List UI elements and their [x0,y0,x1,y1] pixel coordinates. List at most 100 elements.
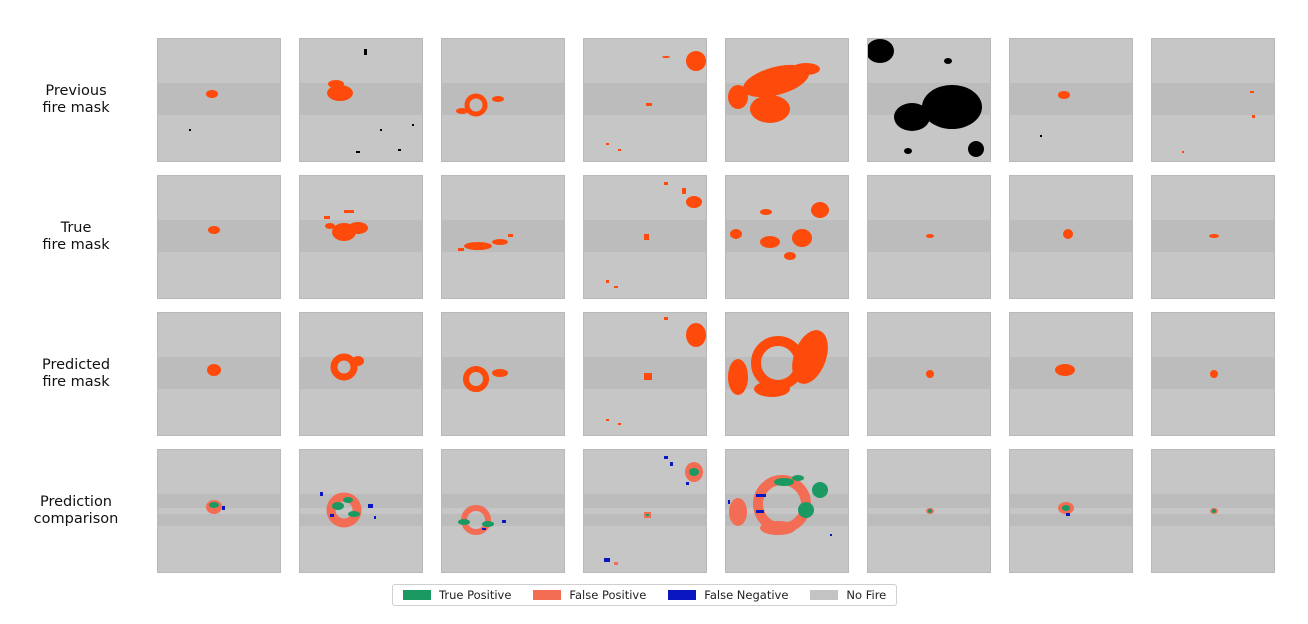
panel-predicted-3 [441,312,565,436]
panel-predicted-2 [299,312,423,436]
fire-mask-image [158,39,280,161]
fire-blob [1058,91,1070,99]
panel-previous-6 [867,38,991,162]
panel-true-2 [299,175,423,299]
panel-previous-8 [1151,38,1275,162]
panel-band [1152,83,1274,115]
fire-blob [1210,370,1218,378]
false-negative-pixel [756,494,766,497]
true-positive-blob [209,502,219,508]
true-positive-blob [812,482,828,498]
false-positive-ring [326,492,362,528]
fire-mask-image [300,176,422,298]
fire-blob [792,63,820,75]
false-negative-pixel [320,492,323,496]
fire-blob [1055,364,1075,376]
false-negative-pixel [756,510,764,513]
fire-blob [926,234,934,238]
panel-background [300,450,422,572]
fire-blob [328,80,344,88]
fire-mask-image [584,39,706,161]
fire-pixel [344,210,354,213]
fire-blob [784,252,796,260]
fire-blob [792,229,812,247]
panel-true-6 [867,175,991,299]
panel-band [300,83,422,115]
panel-predicted-8 [1151,312,1275,436]
panel-band [726,220,848,252]
fire-mask-image [158,450,280,572]
panel-true-3 [441,175,565,299]
legend-swatch [810,590,839,600]
fire-blob [206,90,218,98]
legend-item: False Positive [533,588,646,602]
fire-blob [686,51,706,71]
fire-mask-image [1152,313,1274,435]
fire-blob [742,64,810,98]
fire-blob [325,223,335,229]
fire-pixel [606,143,609,145]
row-label-line: Prediction [39,494,113,510]
unknown-blob [968,141,984,157]
panel-band [1010,83,1132,115]
panel-background [442,450,564,572]
fire-mask-image [868,313,990,435]
fire-mask-image [868,450,990,572]
fire-blob [792,330,828,384]
true-positive-blob [458,519,470,525]
unknown-pixel [356,151,360,153]
false-negative-pixel [686,482,689,485]
fire-blob [464,242,492,250]
true-positive-blob [928,509,932,513]
false-negative-pixel [374,516,376,519]
fire-mask-image [726,176,848,298]
fire-blob [730,229,742,239]
fire-blob [456,108,468,114]
fire-mask-image [1152,39,1274,161]
unknown-blob [868,39,894,63]
row-label-line: fire mask [42,100,110,116]
panel-true-1 [157,175,281,299]
false-negative-pixel [502,520,506,523]
fire-pixel [646,103,652,106]
fire-mask-image [300,450,422,572]
fire-pixel [1252,115,1255,118]
unknown-blob [904,148,912,154]
panel-predicted-1 [157,312,281,436]
row-label-line: fire mask [42,374,110,390]
panel-band [868,494,990,508]
false-negative-pixel [604,558,610,562]
row-label-line: True [60,220,92,236]
fire-pixel [618,423,621,425]
fire-ring [330,353,358,381]
true-positive-blob [482,521,494,527]
unknown-blob [894,103,930,131]
legend-label: False Positive [569,588,647,602]
panel-band [1152,494,1274,508]
row-label-true: True fire mask [0,220,152,254]
fire-mask-image [726,450,848,572]
panel-band [158,494,280,508]
fire-mask-image [300,39,422,161]
row-label-comparison: Prediction comparison [0,494,152,528]
fire-mask-image [584,450,706,572]
unknown-pixel [380,129,382,131]
false-negative-pixel [670,462,673,466]
panel-band [442,494,564,508]
legend-swatch [403,590,431,600]
fire-blob [760,236,780,248]
legend-swatch [668,590,697,600]
true-positive-blob [332,502,344,510]
panel-band [300,514,422,526]
panel-comparison-8 [1151,449,1275,573]
legend: True Positive False Positive False Negativ… [392,584,898,606]
panel-band [158,220,280,252]
fire-mask-image [584,313,706,435]
fire-blob [352,356,364,366]
panel-predicted-7 [1009,312,1133,436]
fire-mask-image [726,313,848,435]
panel-previous-7 [1009,38,1133,162]
row-label-line: fire mask [42,237,110,253]
panel-comparison-2 [299,449,423,573]
fire-mask-image [442,313,564,435]
